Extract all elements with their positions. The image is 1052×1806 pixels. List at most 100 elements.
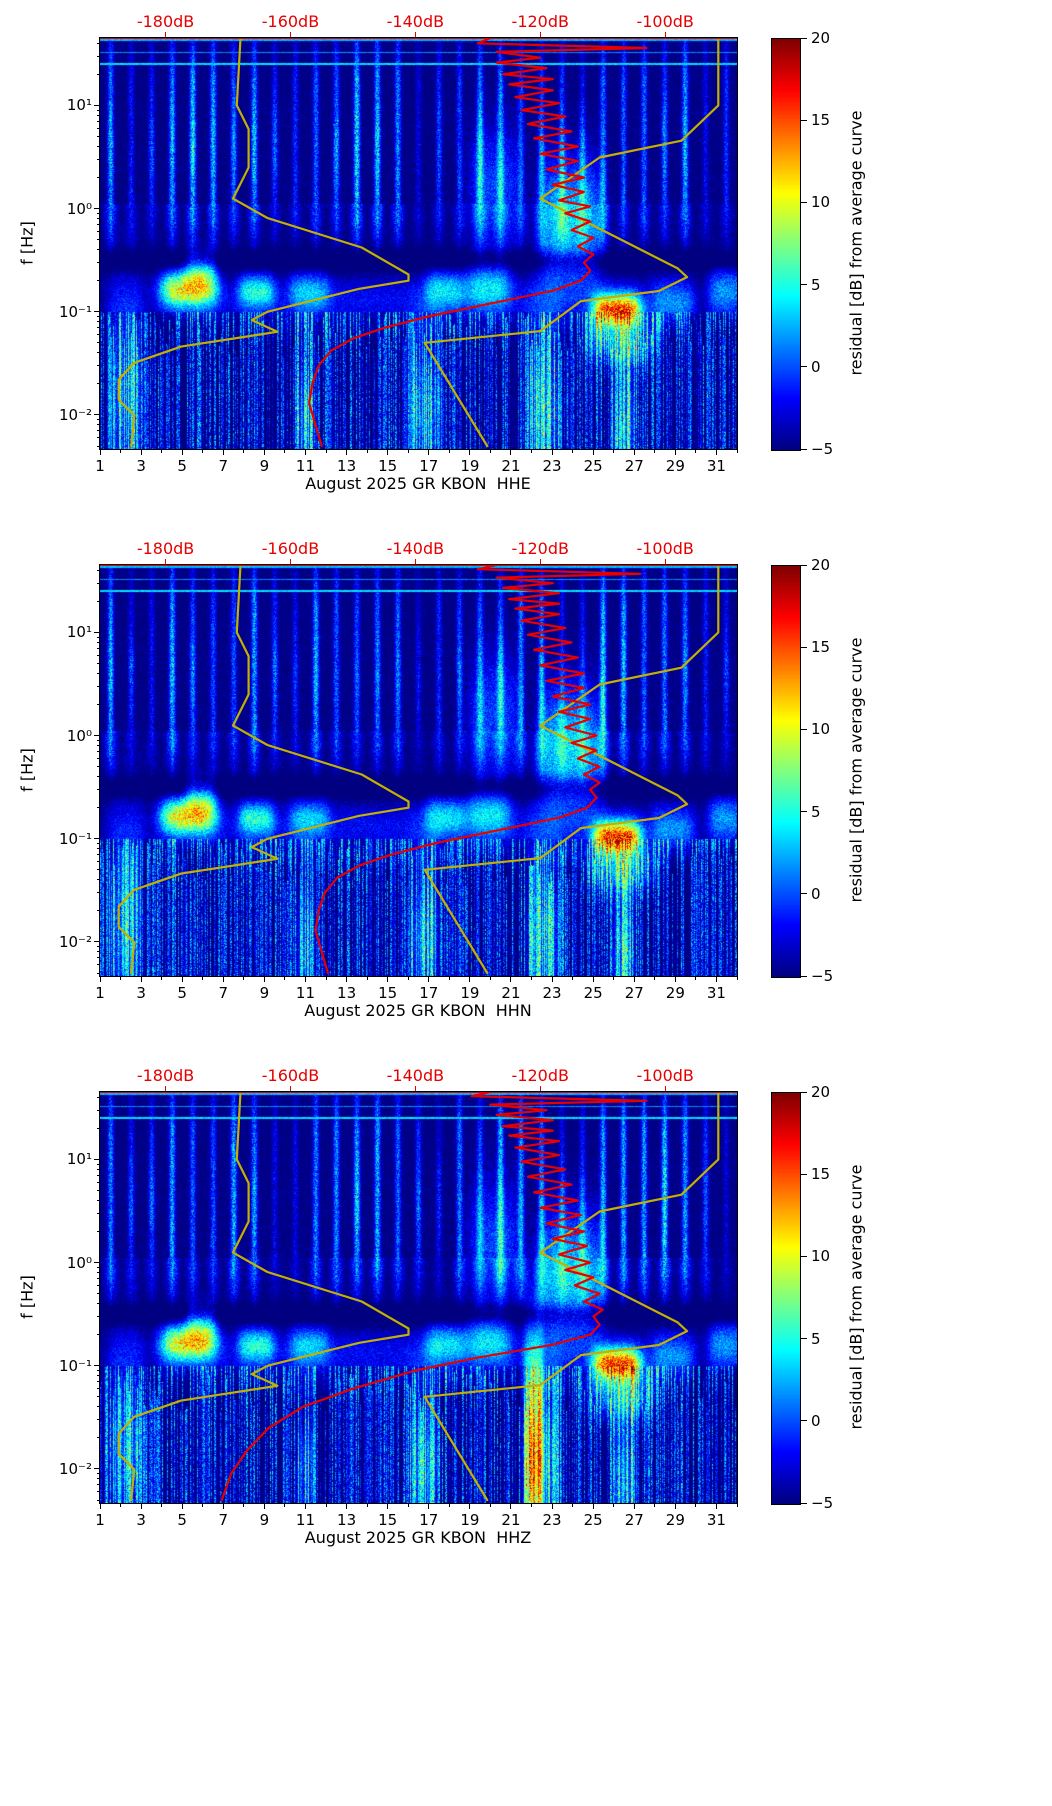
x-tick xyxy=(510,976,512,982)
y-minor-tick xyxy=(96,158,100,160)
y-minor-tick xyxy=(96,1189,100,1191)
y-tick-label: 10⁻² xyxy=(58,405,92,424)
x-minor-tick xyxy=(366,976,368,980)
x-tick-label: 21 xyxy=(501,984,521,1002)
y-minor-tick xyxy=(96,120,100,122)
top-axis-tick xyxy=(414,32,416,37)
median-psd-curve xyxy=(220,1092,648,1502)
colorbar-tick xyxy=(801,448,807,450)
y-tick xyxy=(94,941,100,943)
y-minor-tick xyxy=(96,114,100,116)
y-minor-tick xyxy=(96,109,100,111)
y-minor-tick xyxy=(96,1231,100,1233)
x-minor-tick xyxy=(202,449,204,453)
x-tick-label: 23 xyxy=(542,1511,562,1529)
colorbar-tick-label: −5 xyxy=(811,440,834,458)
y-minor-tick xyxy=(96,1127,100,1129)
colorbar-tick xyxy=(801,975,807,977)
x-tick xyxy=(181,449,183,455)
top-axis-spine xyxy=(100,37,737,39)
x-minor-tick xyxy=(202,1503,204,1507)
x-tick-label: 13 xyxy=(337,984,357,1002)
y-minor-tick xyxy=(96,424,100,426)
x-tick xyxy=(715,449,717,455)
x-tick-label: 17 xyxy=(419,1511,439,1529)
colorbar-tick-label: 5 xyxy=(811,1329,821,1348)
colorbar-tick-label: 20 xyxy=(811,556,831,574)
x-minor-tick xyxy=(202,976,204,980)
colorbar-tick xyxy=(801,1091,807,1093)
x-tick xyxy=(633,976,635,982)
colorbar-tick-label: 0 xyxy=(811,884,821,903)
top-axis-tick-label: -160dB xyxy=(261,12,320,31)
x-tick-label: 7 xyxy=(218,1511,229,1529)
x-minor-tick xyxy=(120,1503,122,1507)
y-minor-tick xyxy=(96,342,100,344)
y-minor-tick xyxy=(96,807,100,809)
x-axis-label: August 2025 GR KBON HHN xyxy=(304,1001,532,1020)
high-noise-model-curve xyxy=(423,565,720,975)
y-tick-label: 10⁻¹ xyxy=(58,829,92,848)
y-minor-tick xyxy=(96,972,100,974)
plot-area xyxy=(100,38,737,449)
x-tick-label: 25 xyxy=(583,1511,603,1529)
x-tick-label: 31 xyxy=(706,984,726,1002)
x-tick xyxy=(181,1503,183,1509)
x-tick-label: 3 xyxy=(136,457,146,475)
x-tick xyxy=(428,1503,430,1509)
x-tick-label: 1 xyxy=(95,1511,105,1529)
y-minor-tick xyxy=(96,127,100,129)
x-tick xyxy=(263,976,265,982)
x-tick xyxy=(140,449,142,455)
x-tick xyxy=(346,449,348,455)
y-tick-label: 10¹ xyxy=(66,96,92,115)
x-tick-label: 13 xyxy=(337,1511,357,1529)
colorbar-tick-label: 15 xyxy=(811,1165,831,1184)
y-tick xyxy=(94,208,100,210)
x-minor-tick xyxy=(736,449,738,453)
colorbar-label: residual [dB] from average curve xyxy=(846,637,866,903)
y-minor-tick xyxy=(96,419,100,421)
x-tick-label: 11 xyxy=(295,984,316,1002)
y-minor-tick xyxy=(96,1473,100,1475)
x-tick xyxy=(633,1503,635,1509)
x-tick-label: 27 xyxy=(624,1511,644,1529)
y-minor-tick xyxy=(96,1370,100,1371)
x-tick xyxy=(346,976,348,982)
x-minor-tick xyxy=(161,1503,163,1507)
x-minor-tick xyxy=(120,976,122,980)
x-tick-label: 11 xyxy=(295,1511,316,1529)
x-tick-label: 5 xyxy=(177,1511,187,1529)
colorbar-tick-label: 15 xyxy=(811,111,831,130)
x-tick xyxy=(222,976,224,982)
y-minor-tick xyxy=(96,600,100,602)
y-minor-tick xyxy=(96,1168,100,1170)
y-minor-tick xyxy=(96,212,100,214)
x-tick-label: 5 xyxy=(177,984,187,1002)
y-minor-tick xyxy=(96,751,100,753)
x-tick xyxy=(551,976,553,982)
top-axis-tick xyxy=(289,559,291,564)
y-tick-label: 10⁰ xyxy=(66,726,92,745)
x-tick-label: 29 xyxy=(665,1511,685,1529)
y-minor-tick xyxy=(96,280,100,282)
y-minor-tick xyxy=(96,776,100,778)
colorbar-label: residual [dB] from average curve xyxy=(846,1164,866,1430)
y-minor-tick xyxy=(96,910,100,912)
x-minor-tick xyxy=(572,1503,574,1507)
x-tick-label: 21 xyxy=(501,457,521,475)
y-axis-label: f [Hz] xyxy=(17,1275,37,1319)
x-tick-label: 9 xyxy=(259,984,270,1002)
x-tick-label: 15 xyxy=(378,1511,398,1529)
x-minor-tick xyxy=(572,449,574,453)
y-minor-tick xyxy=(96,766,100,768)
x-tick-label: 17 xyxy=(419,984,439,1002)
x-tick xyxy=(304,976,306,982)
x-tick xyxy=(304,1503,306,1509)
y-minor-tick xyxy=(96,662,100,664)
y-tick xyxy=(94,104,100,106)
x-tick-label: 1 xyxy=(95,457,105,475)
colorbar-tick-label: 5 xyxy=(811,275,821,294)
colorbar-tick xyxy=(801,1255,807,1257)
x-minor-tick xyxy=(448,976,450,980)
